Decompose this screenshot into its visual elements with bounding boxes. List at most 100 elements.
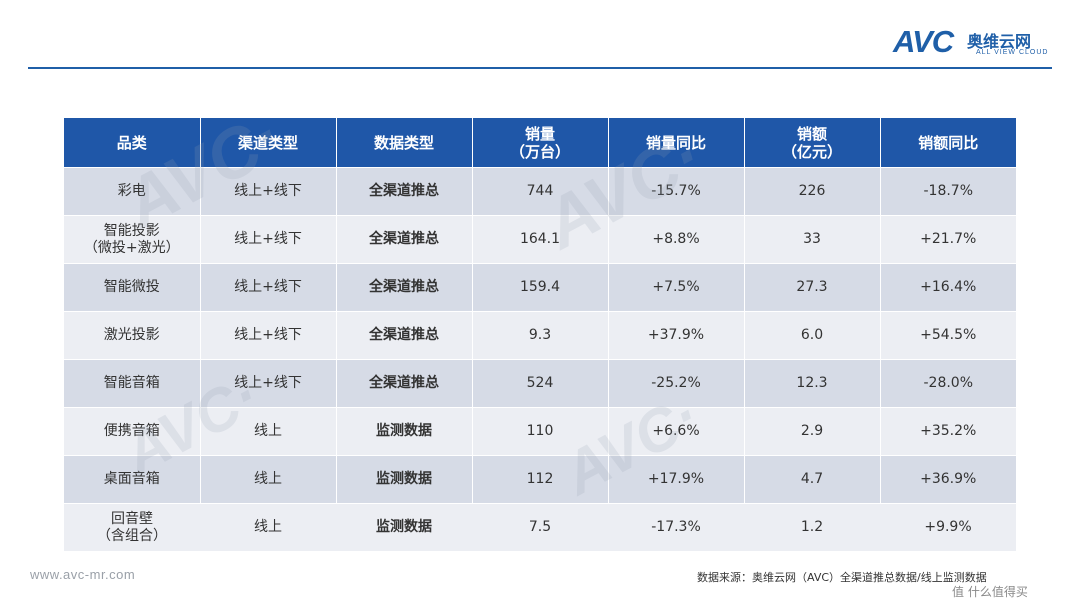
sales-table: 品类 渠道类型 数据类型 销量 （万台） 销量同比 销额 （亿元） 销额同比 彩电 线上+线下 全渠…	[64, 118, 1016, 551]
volume-yoy-cell: +8.8%	[608, 215, 745, 264]
column-header-label: 销额同比	[918, 133, 979, 152]
category-cell-text: 智能微投	[103, 279, 160, 295]
category-cell-text: 智能投影	[103, 222, 160, 239]
amount-cell: 1.2	[744, 503, 880, 551]
category-cell-text: 桌面音箱	[103, 471, 160, 487]
channel-cell: 线上+线下	[200, 167, 337, 216]
channel-cell-text: 线上+线下	[234, 375, 302, 391]
column-header: 渠道类型	[200, 118, 337, 168]
column-header-label: 数据类型	[373, 133, 434, 152]
amount-cell: 4.7	[744, 455, 881, 504]
channel-cell: 线上	[200, 407, 337, 456]
amount-yoy-cell-text: +16.4%	[920, 279, 977, 295]
category-cell-text: 激光投影	[103, 327, 160, 343]
table-row: 便携音箱 线上 监测数据 110 +6.6% 2.9 +35.2%	[64, 407, 1016, 456]
volume-cell-text: 164.1	[519, 231, 561, 247]
data-type-cell: 监测数据	[336, 455, 473, 504]
avc-logo: AVC 奥维云网 ALL VIEW CLOUD	[893, 24, 1053, 64]
volume-cell: 159.4	[472, 263, 609, 312]
data-source-note: 数据来源：奥维云网（AVC）全渠道推总数据/线上监测数据	[697, 571, 987, 584]
column-header: 销额同比	[880, 118, 1016, 168]
column-header-label: 渠道类型	[237, 133, 298, 152]
data-type-cell-text: 全渠道推总	[369, 375, 439, 391]
amount-yoy-cell: +16.4%	[880, 263, 1016, 312]
amount-yoy-cell-text: -18.7%	[923, 183, 974, 199]
category-cell: 智能音箱	[64, 359, 201, 408]
volume-yoy-cell: -15.7%	[608, 167, 745, 216]
channel-cell-text: 线上	[254, 519, 282, 535]
volume-cell-text: 110	[526, 423, 554, 439]
volume-yoy-cell-text: -15.7%	[651, 183, 701, 199]
channel-cell: 线上+线下	[200, 359, 337, 408]
data-type-cell: 监测数据	[336, 503, 472, 551]
website-url: www.avc-mr.com	[30, 567, 136, 582]
site-badge: 值 什么值得买	[952, 585, 1028, 599]
data-type-cell: 全渠道推总	[336, 167, 473, 216]
amount-yoy-cell: -28.0%	[880, 359, 1016, 408]
column-header: 销量同比	[608, 118, 745, 168]
column-header-label: 销量同比	[645, 133, 706, 152]
channel-cell: 线上	[200, 455, 337, 504]
column-header-label: 销额	[796, 124, 827, 143]
category-subtext: （含组合）	[97, 527, 167, 544]
volume-yoy-cell: +7.5%	[608, 263, 745, 312]
amount-cell-text: 12.3	[796, 375, 828, 391]
table-row: 智能音箱 线上+线下 全渠道推总 524 -25.2% 12.3 -28.0%	[64, 359, 1016, 408]
table-row: 智能微投 线上+线下 全渠道推总 159.4 +7.5% 27.3 +16.4%	[64, 263, 1016, 312]
category-cell: 激光投影	[64, 311, 201, 360]
amount-yoy-cell: +36.9%	[880, 455, 1016, 504]
amount-cell: 226	[744, 167, 881, 216]
category-cell: 便携音箱	[64, 407, 201, 456]
table-row: 智能投影 （微投+激光） 线上+线下 全渠道推总 164.1 +8.8% 33 +21.7%	[64, 215, 1016, 264]
amount-yoy-cell: +21.7%	[880, 215, 1016, 264]
volume-cell: 524	[472, 359, 609, 408]
amount-cell-text: 27.3	[796, 279, 828, 295]
channel-cell: 线上+线下	[200, 311, 337, 360]
volume-yoy-cell-text: -17.3%	[651, 519, 701, 535]
channel-cell: 线上+线下	[200, 263, 337, 312]
volume-cell: 164.1	[472, 215, 609, 264]
channel-cell: 线上+线下	[200, 215, 337, 264]
data-type-cell: 全渠道推总	[336, 215, 473, 264]
amount-yoy-cell: +9.9%	[880, 503, 1016, 551]
volume-cell-text: 112	[526, 471, 554, 487]
category-subtext: （微投+激光）	[83, 239, 180, 256]
column-header-label: 品类	[116, 133, 147, 152]
amount-cell-text: 4.7	[800, 471, 824, 487]
amount-cell-text: 2.9	[800, 423, 824, 439]
volume-cell: 744	[472, 167, 609, 216]
table-row: 彩电 线上+线下 全渠道推总 744 -15.7% 226 -18.7%	[64, 167, 1016, 216]
column-header: 品类	[64, 118, 201, 168]
channel-cell-text: 线上	[254, 423, 282, 439]
channel-cell-text: 线上+线下	[234, 183, 302, 199]
data-type-cell-text: 监测数据	[376, 471, 432, 487]
amount-yoy-cell: +35.2%	[880, 407, 1016, 456]
volume-yoy-cell-text: +17.9%	[647, 471, 705, 487]
data-type-cell: 监测数据	[336, 407, 473, 456]
amount-cell: 12.3	[744, 359, 881, 408]
volume-yoy-cell: -25.2%	[608, 359, 745, 408]
table-header-row: 品类 渠道类型 数据类型 销量 （万台） 销量同比 销额 （亿元） 销额同比	[64, 118, 1016, 168]
amount-cell: 33	[744, 215, 881, 264]
volume-yoy-cell: -17.3%	[608, 503, 744, 551]
data-type-cell-text: 监测数据	[376, 519, 432, 535]
data-type-cell-text: 监测数据	[376, 423, 432, 439]
volume-cell-text: 159.4	[519, 279, 561, 295]
channel-cell-text: 线上+线下	[234, 279, 302, 295]
logo-mark: AVC	[893, 24, 954, 59]
amount-cell-text: 33	[803, 231, 821, 247]
amount-yoy-cell-text: +36.9%	[920, 471, 977, 487]
data-type-cell-text: 全渠道推总	[369, 231, 439, 247]
volume-yoy-cell: +17.9%	[608, 455, 745, 504]
channel-cell: 线上	[200, 503, 336, 551]
channel-cell-text: 线上+线下	[234, 231, 302, 247]
logo-name-cn: 奥维云网	[967, 32, 1032, 51]
channel-cell-text: 线上+线下	[234, 327, 302, 343]
category-cell: 智能投影 （微投+激光）	[64, 215, 201, 264]
amount-cell-text: 6.0	[800, 327, 824, 343]
volume-yoy-cell-text: -25.2%	[651, 375, 701, 391]
category-cell-text: 回音壁	[111, 510, 153, 527]
amount-yoy-cell-text: +21.7%	[920, 231, 977, 247]
amount-cell: 6.0	[744, 311, 881, 360]
data-type-cell: 全渠道推总	[336, 359, 473, 408]
